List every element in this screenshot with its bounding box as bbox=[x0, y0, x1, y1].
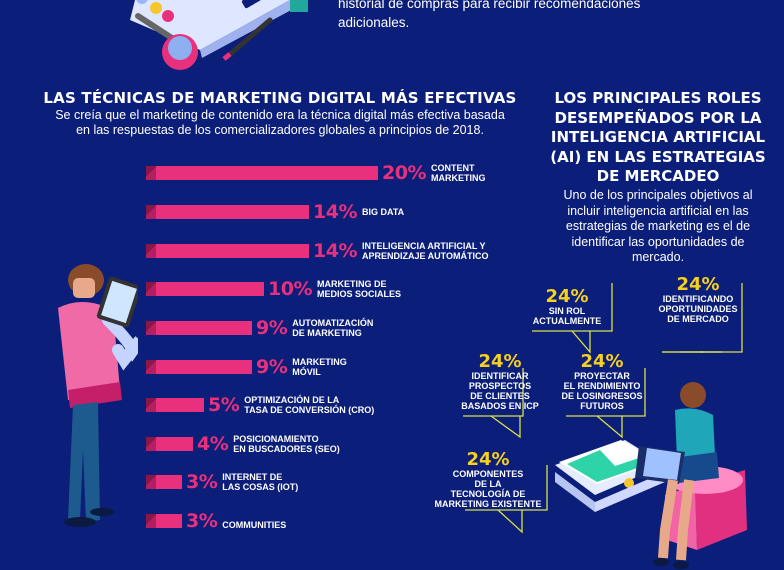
bar-row-automation: 9% AUTOMATIZACIÓN DE MARKETING bbox=[146, 313, 373, 343]
bar bbox=[146, 475, 182, 489]
ai-roles-title: LOS PRINCIPALES ROLES DESEMPEÑADOS POR L… bbox=[550, 89, 766, 185]
intro-text: historial de compras para recibir recome… bbox=[338, 0, 641, 30]
bar-row-content-marketing: 20% CONTENT MARKETING bbox=[146, 158, 485, 188]
bar bbox=[146, 244, 309, 258]
bar bbox=[146, 282, 264, 296]
bar bbox=[146, 398, 204, 412]
bar-row-ai-ml: 14% INTELIGENCIA ARTIFICIAL Y APRENDIZAJ… bbox=[146, 236, 489, 266]
bar-row-mobile: 9% MARKETING MÓVIL bbox=[146, 352, 347, 382]
bar bbox=[146, 321, 252, 335]
bar-row-social-media: 10% MARKETING DE MEDIOS SOCIALES bbox=[146, 274, 401, 304]
bar-row-seo: 4% POSICIONAMIENTO EN BUSCADORES (SEO) bbox=[146, 429, 340, 459]
techniques-subtitle: Se creía que el marketing de contenido e… bbox=[55, 108, 505, 137]
techniques-title: LAS TÉCNICAS DE MARKETING DIGITAL MÁS EF… bbox=[43, 89, 517, 107]
bar bbox=[146, 514, 182, 528]
bar-row-iot: 3% INTERNET DE LAS COSAS (IOT) bbox=[146, 467, 298, 497]
callout-prospects-icp: 24% IDENTIFICAR PROSPECTOS DE CLIENTES B… bbox=[461, 351, 539, 412]
bar bbox=[146, 205, 309, 219]
callout-martech-components: 24% COMPONENTES DE LA TECNOLOGÍA DE MARK… bbox=[434, 449, 542, 510]
bar bbox=[146, 360, 252, 374]
bar-row-communities: 3% COMMUNITIES bbox=[146, 506, 286, 536]
callout-market-opportunities: 24% IDENTIFICANDO OPORTUNIDADES DE MERCA… bbox=[658, 274, 738, 325]
bar bbox=[146, 437, 193, 451]
man-with-tablet-illustration bbox=[58, 264, 138, 527]
ai-roles-subtitle: Uno de los principales objetivos al incl… bbox=[563, 188, 753, 264]
callout-revenue-forecast: 24% PROYECTAR EL RENDIMIENTO DE LOSINGRE… bbox=[561, 351, 643, 412]
callout-no-role: 24% SIN ROL ACTUALMENTE bbox=[532, 286, 602, 327]
bar bbox=[146, 166, 378, 180]
bar-row-cro: 5% OPTIMIZACIÓN DE LA TASA DE CONVERSIÓN… bbox=[146, 390, 374, 420]
desk-illustration bbox=[130, 0, 308, 70]
bar-row-big-data: 14% BIG DATA bbox=[146, 197, 404, 227]
woman-with-laptop-illustration bbox=[555, 382, 747, 569]
